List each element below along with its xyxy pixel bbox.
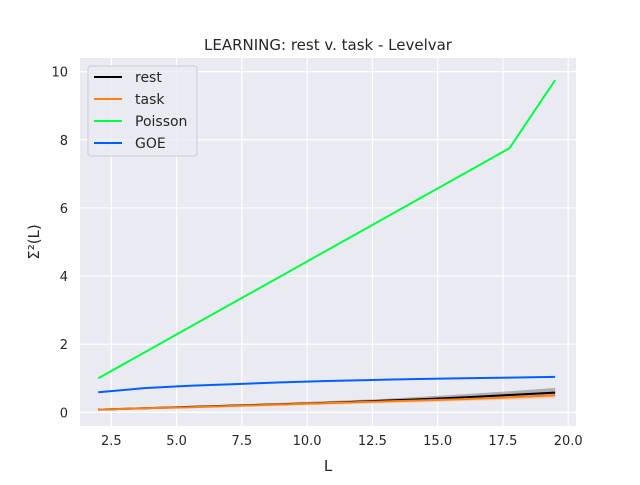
legend-label-poisson: Poisson [135,114,187,130]
x-tick-labels: 2.5 5.0 7.5 10.0 12.5 15.0 17.5 20.0 [101,434,583,449]
x-tick-label: 10.0 [293,434,322,449]
y-tick-label: 10 [51,66,68,81]
y-tick-labels: 0 2 4 6 8 10 [51,66,68,422]
line-poisson [97,79,556,380]
y-tick-label: 0 [60,406,68,421]
x-tick-label: 12.5 [358,434,387,449]
x-axis-label: L [324,457,333,475]
legend-label-task: task [135,92,165,108]
y-tick-label: 4 [60,270,68,285]
x-tick-label: 7.5 [232,434,253,449]
y-axis-label: Σ²(L) [25,224,43,260]
x-tick-label: 2.5 [101,434,122,449]
legend-label-rest: rest [135,70,162,86]
legend-box [87,65,198,157]
x-tick-label: 20.0 [554,434,583,449]
line-task [98,394,556,411]
y-tick-label: 8 [60,134,68,149]
y-tick-label: 2 [60,338,68,353]
x-tick-label: 15.0 [423,434,452,449]
x-tick-label: 5.0 [166,434,187,449]
legend-label-goe: GOE [135,136,166,152]
chart-title: LEARNING: rest v. task - Levelvar [204,36,453,54]
x-tick-label: 17.5 [488,434,517,449]
series-lines [97,79,556,411]
line-goe [98,375,556,394]
y-tick-label: 6 [60,202,68,217]
legend: rest task Poisson GOE [87,65,198,157]
